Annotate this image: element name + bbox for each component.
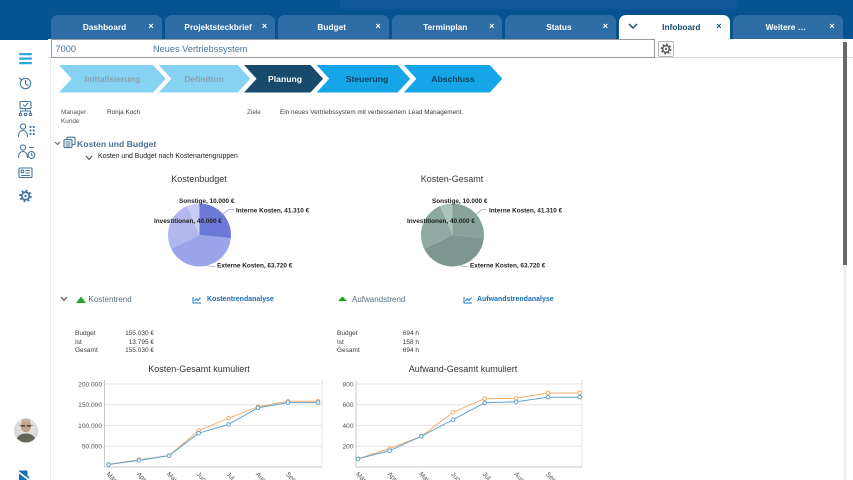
svg-text:Jul: Jul	[481, 471, 492, 480]
svg-text:Sonstige, 10.000 €: Sonstige, 10.000 €	[179, 198, 235, 205]
svg-text:Sep: Sep	[544, 471, 557, 480]
svg-text:Initialisierung: Initialisierung	[85, 74, 141, 84]
svg-text:Aug: Aug	[512, 471, 525, 480]
svg-text:Apr: Apr	[135, 471, 148, 480]
svg-text:Jun: Jun	[195, 471, 208, 480]
svg-text:150.000: 150.000	[78, 402, 102, 409]
svg-text:Interne Kosten, 41.310 €: Interne Kosten, 41.310 €	[489, 208, 563, 215]
svg-text:Apr: Apr	[386, 471, 399, 480]
svg-text:800: 800	[342, 381, 353, 388]
svg-text:Jun: Jun	[449, 471, 462, 480]
svg-text:Planung: Planung	[268, 74, 302, 84]
svg-text:400: 400	[342, 423, 353, 430]
svg-text:100.000: 100.000	[78, 423, 102, 430]
svg-text:50.000: 50.000	[82, 444, 103, 451]
svg-text:Mai: Mai	[165, 471, 178, 480]
svg-text:Investitionen, 40.000 €: Investitionen, 40.000 €	[407, 218, 475, 225]
svg-text:Sonstige, 10.000 €: Sonstige, 10.000 €	[432, 198, 488, 205]
svg-text:Sep: Sep	[284, 471, 297, 480]
svg-text:Externe Kosten, 63.720 €: Externe Kosten, 63.720 €	[470, 263, 546, 270]
svg-text:200: 200	[342, 444, 353, 451]
svg-text:Aug: Aug	[254, 471, 267, 480]
svg-text:200.000: 200.000	[78, 381, 102, 388]
svg-text:Steuerung: Steuerung	[346, 74, 389, 84]
svg-text:Definition: Definition	[184, 74, 224, 84]
svg-text:Abschluss: Abschluss	[431, 74, 475, 84]
svg-text:Mai: Mai	[417, 471, 430, 480]
svg-text:Interne Kosten, 41.310 €: Interne Kosten, 41.310 €	[236, 208, 310, 215]
svg-text:Jul: Jul	[225, 471, 236, 480]
svg-text:Mär: Mär	[105, 471, 119, 480]
svg-text:Investitionen, 40.000 €: Investitionen, 40.000 €	[154, 218, 222, 225]
svg-text:600: 600	[342, 402, 353, 409]
svg-text:Mär: Mär	[354, 471, 368, 480]
svg-text:Externe Kosten, 63.720 €: Externe Kosten, 63.720 €	[217, 263, 293, 270]
